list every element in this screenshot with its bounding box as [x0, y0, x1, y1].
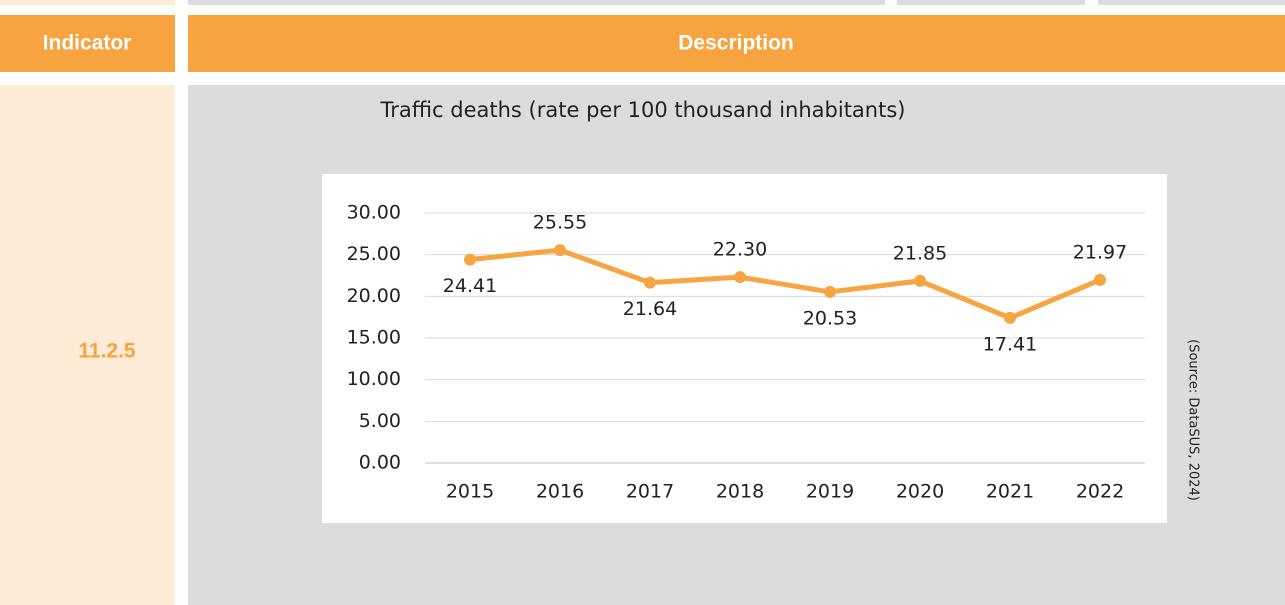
data-label: 21.64 — [623, 298, 677, 320]
point — [1094, 273, 1106, 286]
y-tick-label: 20.00 — [347, 285, 401, 307]
header-cell — [188, 15, 1285, 72]
header-description: Description — [678, 32, 794, 55]
x-tick-label: 2017 — [626, 481, 674, 503]
data-label: 25.55 — [533, 212, 587, 234]
data-label: 17.41 — [983, 333, 1037, 355]
prev-row-cell — [897, 0, 1085, 5]
data-label: 21.97 — [1073, 241, 1127, 263]
point — [464, 253, 476, 266]
chart-title: Traffic deaths (rate per 100 thousand in… — [380, 98, 906, 122]
x-tick-label: 2018 — [716, 481, 764, 503]
y-tick-label: 25.00 — [347, 243, 401, 265]
line — [469, 247, 1101, 321]
y-tick-label: 5.00 — [359, 410, 401, 432]
y-tick-label: 0.00 — [359, 452, 401, 474]
x-tick-label: 2022 — [1076, 481, 1124, 503]
data-label: 24.41 — [443, 275, 497, 297]
x-tick-label: 2021 — [986, 481, 1034, 503]
chart-area — [322, 174, 1167, 523]
data-label: 21.85 — [893, 242, 947, 264]
header-cell — [0, 15, 175, 72]
header-indicator: Indicator — [43, 32, 132, 55]
y-tick-label: 10.00 — [347, 368, 401, 390]
x-tick-label: 2019 — [806, 481, 854, 503]
data-label: 20.53 — [803, 307, 857, 329]
point — [734, 271, 746, 284]
x-tick-label: 2016 — [536, 481, 584, 503]
data-label: 22.30 — [713, 239, 767, 261]
prev-row-cell — [188, 0, 885, 5]
x-tick-label: 2020 — [896, 481, 944, 503]
x-tick-label: 2015 — [446, 481, 494, 503]
indicator-cell — [0, 85, 175, 605]
point — [914, 274, 926, 287]
point — [1004, 311, 1016, 324]
point — [824, 285, 836, 298]
y-tick-label: 30.00 — [347, 202, 401, 224]
indicator-code: 11.2.5 — [78, 340, 136, 363]
point — [644, 276, 656, 289]
source-note: (Source: DataSUS, 2024) — [1186, 339, 1201, 501]
point — [554, 244, 566, 257]
prev-row-cell — [1098, 0, 1285, 5]
y-tick-label: 15.00 — [347, 327, 401, 349]
prev-row-cell — [0, 0, 175, 5]
